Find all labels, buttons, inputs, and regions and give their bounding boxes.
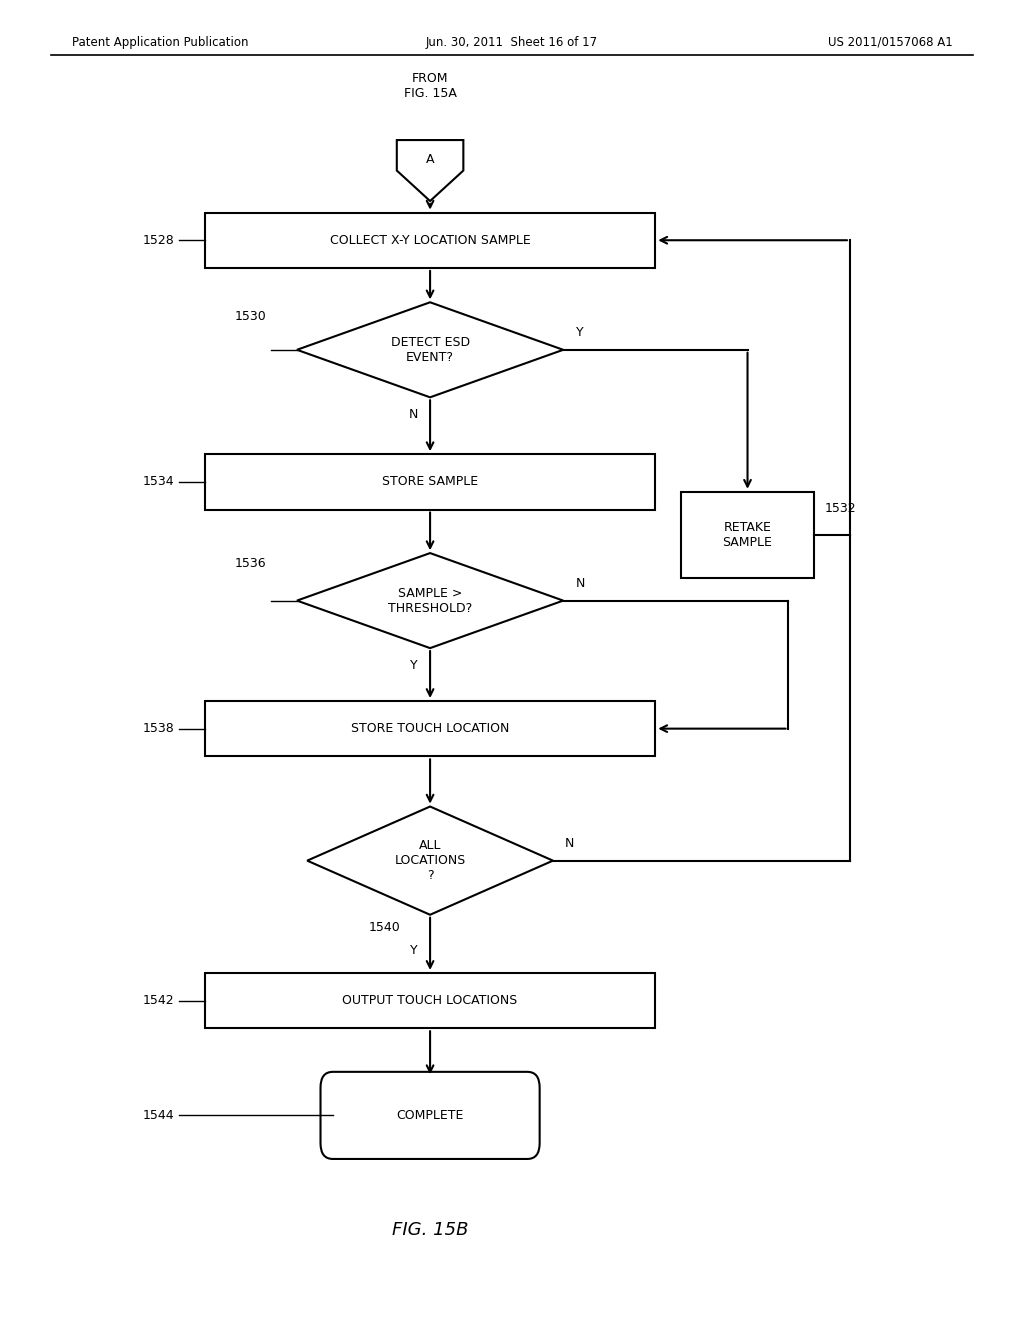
Text: STORE SAMPLE: STORE SAMPLE bbox=[382, 475, 478, 488]
Text: 1544: 1544 bbox=[142, 1109, 174, 1122]
Text: 1540: 1540 bbox=[369, 921, 400, 935]
Text: FROM
FIG. 15A: FROM FIG. 15A bbox=[403, 71, 457, 100]
FancyBboxPatch shape bbox=[321, 1072, 540, 1159]
Text: N: N bbox=[565, 837, 574, 850]
Text: 1528: 1528 bbox=[142, 234, 174, 247]
Bar bbox=[205, 973, 655, 1028]
Text: ALL
LOCATIONS
?: ALL LOCATIONS ? bbox=[394, 840, 466, 882]
Text: Patent Application Publication: Patent Application Publication bbox=[72, 36, 248, 49]
Text: RETAKE
SAMPLE: RETAKE SAMPLE bbox=[723, 520, 772, 549]
Text: 1534: 1534 bbox=[142, 475, 174, 488]
Text: Y: Y bbox=[575, 326, 583, 339]
Bar bbox=[205, 454, 655, 510]
Text: COMPLETE: COMPLETE bbox=[396, 1109, 464, 1122]
Text: Y: Y bbox=[411, 944, 418, 957]
Text: 1532: 1532 bbox=[824, 502, 856, 515]
Bar bbox=[205, 701, 655, 756]
Text: FIG. 15B: FIG. 15B bbox=[392, 1221, 468, 1239]
Text: SAMPLE >
THRESHOLD?: SAMPLE > THRESHOLD? bbox=[388, 586, 472, 615]
Text: OUTPUT TOUCH LOCATIONS: OUTPUT TOUCH LOCATIONS bbox=[342, 994, 518, 1007]
Polygon shape bbox=[297, 553, 563, 648]
Text: 1536: 1536 bbox=[234, 557, 266, 570]
Text: N: N bbox=[575, 577, 585, 590]
Polygon shape bbox=[297, 302, 563, 397]
Polygon shape bbox=[396, 140, 463, 201]
Text: N: N bbox=[409, 408, 418, 421]
Polygon shape bbox=[307, 807, 553, 915]
Text: A: A bbox=[426, 153, 434, 166]
Text: STORE TOUCH LOCATION: STORE TOUCH LOCATION bbox=[351, 722, 509, 735]
Text: US 2011/0157068 A1: US 2011/0157068 A1 bbox=[827, 36, 952, 49]
Text: Y: Y bbox=[411, 659, 418, 672]
Text: DETECT ESD
EVENT?: DETECT ESD EVENT? bbox=[390, 335, 470, 364]
Text: 1542: 1542 bbox=[142, 994, 174, 1007]
Bar bbox=[205, 213, 655, 268]
Text: COLLECT X-Y LOCATION SAMPLE: COLLECT X-Y LOCATION SAMPLE bbox=[330, 234, 530, 247]
Text: 1538: 1538 bbox=[142, 722, 174, 735]
Bar bbox=[681, 492, 814, 578]
Text: 1530: 1530 bbox=[234, 310, 266, 323]
Text: Jun. 30, 2011  Sheet 16 of 17: Jun. 30, 2011 Sheet 16 of 17 bbox=[426, 36, 598, 49]
